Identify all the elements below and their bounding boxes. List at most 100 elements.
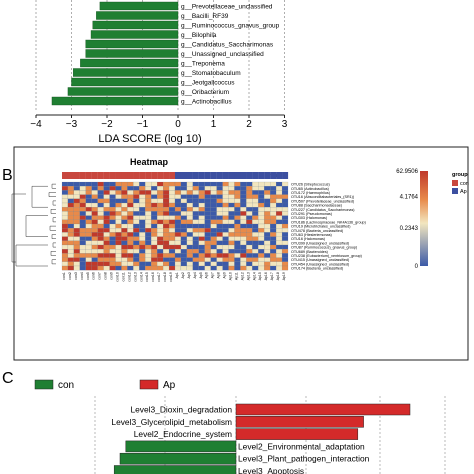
panel-a-tick-label: −2: [101, 119, 113, 130]
heatmap-cell: [97, 257, 104, 262]
group-bar-cell: [145, 172, 152, 179]
heatmap-cell: [133, 219, 140, 225]
heatmap-cell: [270, 257, 277, 262]
heatmap-cell: [228, 219, 235, 225]
heatmap-cell: [186, 261, 193, 267]
heatmap-cell: [133, 261, 140, 267]
heatmap-cell: [186, 240, 193, 246]
heatmap-cell: [240, 198, 247, 204]
heatmap-cell: [258, 253, 265, 258]
heatmap-cell: [145, 215, 152, 220]
heatmap-cell: [204, 265, 211, 271]
heatmap-cells: [61, 181, 289, 271]
dendrogram-branch: [50, 209, 56, 214]
heatmap-column-labels: con1 con2 con3 con4 con5 con6 con7 con8 con9 con1…: [62, 272, 286, 282]
heatmap-cell: [109, 181, 116, 187]
heatmap-cell: [210, 265, 217, 271]
heatmap-cell: [139, 249, 146, 254]
heatmap-cell: [79, 240, 86, 246]
heatmap-cell: [246, 228, 253, 233]
heatmap-cell: [258, 223, 265, 229]
heatmap-cell: [174, 244, 182, 250]
heatmap-cell: [258, 198, 265, 204]
heatmap-cell: [264, 249, 271, 254]
heatmap-cell: [145, 202, 152, 208]
heatmap-row-label: OTU63 (Hiesleriemonas): [291, 233, 332, 237]
group-bar-cell: [246, 172, 253, 179]
heatmap-column-label: Ap4: [193, 272, 197, 278]
heatmap-cell: [139, 240, 146, 246]
heatmap-cell: [115, 223, 122, 229]
group-bar-cell: [133, 172, 140, 179]
heatmap-cell: [97, 186, 104, 191]
heatmap-cell: [222, 194, 229, 199]
heatmap-cell: [139, 232, 146, 237]
heatmap-cell: [168, 190, 176, 195]
heatmap-cell: [240, 232, 247, 237]
heatmap-cell: [133, 253, 140, 258]
heatmap-cell: [234, 265, 241, 271]
dendrogram-branch: [11, 193, 26, 263]
heatmap-cell: [270, 198, 277, 204]
heatmap-cell: [210, 257, 217, 262]
heatmap-column-label: Ap6: [205, 272, 209, 278]
heatmap-cell: [234, 249, 241, 254]
heatmap-column-label: con5: [86, 272, 90, 280]
heatmap-cell: [204, 219, 211, 225]
heatmap-cell: [133, 228, 140, 233]
dendrogram-branch: [52, 200, 56, 206]
heatmap-cell: [85, 194, 92, 199]
heatmap-cell: [270, 236, 277, 241]
heatmap-cell: [186, 181, 193, 187]
heatmap-cell: [103, 228, 110, 233]
heatmap-cell: [276, 253, 283, 258]
heatmap-cell: [168, 186, 176, 191]
heatmap-cell: [204, 253, 211, 258]
heatmap-cell: [133, 198, 140, 204]
heatmap-cell: [222, 202, 229, 208]
heatmap-cell: [157, 215, 164, 220]
group-bar-cell: [264, 172, 271, 179]
heatmap-cell: [97, 211, 104, 216]
heatmap-cell: [97, 253, 104, 258]
heatmap-cell: [139, 181, 146, 187]
heatmap-cell: [258, 207, 265, 212]
panel-a-tick-label: 3: [282, 119, 288, 130]
heatmap-cell: [109, 240, 116, 246]
heatmap-cell: [85, 207, 92, 212]
heatmap-cell: [168, 198, 176, 204]
heatmap-cell: [276, 194, 283, 199]
heatmap-cell: [61, 257, 69, 262]
heatmap-cell: [186, 215, 193, 220]
heatmap-cell: [67, 236, 74, 241]
heatmap-cell: [228, 228, 235, 233]
heatmap-cell: [79, 244, 86, 250]
heatmap-cell: [109, 198, 116, 204]
heatmap-cell: [258, 202, 265, 208]
panel-a-tick-label: −3: [66, 119, 78, 130]
heatmap-cell: [246, 207, 253, 212]
heatmap-cell: [204, 249, 211, 254]
heatmap-cell: [192, 190, 199, 195]
heatmap-cell: [222, 261, 229, 267]
heatmap-cell: [103, 240, 110, 246]
heatmap-cell: [276, 257, 283, 262]
heatmap-cell: [174, 186, 182, 191]
heatmap-cell: [133, 207, 140, 212]
heatmap-cell: [109, 194, 116, 199]
heatmap-cell: [127, 240, 134, 246]
heatmap-cell: [109, 211, 116, 216]
group-bar-cell: [157, 172, 164, 179]
heatmap-cell: [186, 223, 193, 229]
heatmap-cell: [133, 240, 140, 246]
heatmap-cell: [163, 211, 170, 216]
heatmap-cell: [186, 211, 193, 216]
heatmap-cell: [109, 257, 116, 262]
heatmap-cell: [246, 190, 253, 195]
heatmap-cell: [281, 261, 289, 267]
heatmap-cell: [85, 215, 92, 220]
heatmap-cell: [258, 211, 265, 216]
heatmap-cell: [103, 215, 110, 220]
heatmap-cell: [121, 207, 128, 212]
heatmap-cell: [222, 257, 229, 262]
